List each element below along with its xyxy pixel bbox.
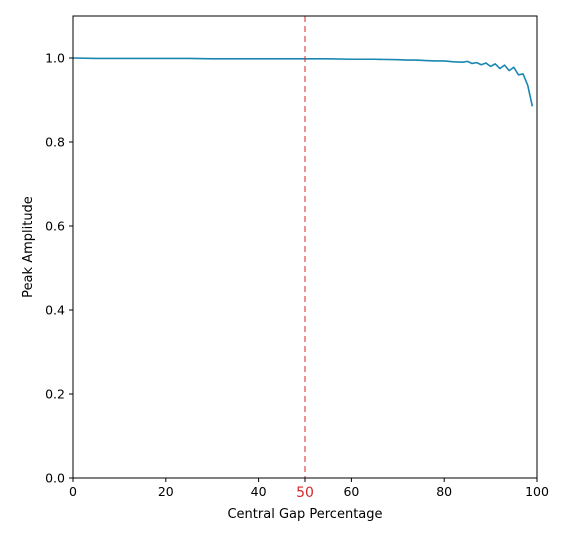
x-tick-label: 100 xyxy=(525,484,549,499)
y-tick-label: 0.8 xyxy=(45,135,65,150)
x-tick-label: 20 xyxy=(158,484,174,499)
y-tick-label: 0.6 xyxy=(45,219,65,234)
x-tick-label: 40 xyxy=(251,484,267,499)
axes-layer: 0 20 40 60 80 100 0.0 0.2 0.4 0.6 0.8 1.0 50 xyxy=(45,51,549,502)
y-tick-label: 0.2 xyxy=(45,387,65,402)
x-tick-label: 80 xyxy=(436,484,452,499)
x-axis-label: Central Gap Percentage xyxy=(227,507,382,522)
y-tick-label: 0.0 xyxy=(45,471,65,486)
x-tick-label: 60 xyxy=(343,484,359,499)
x-tick-label: 0 xyxy=(69,484,77,499)
y-axis-label: Peak Amplitude xyxy=(21,196,36,298)
y-tick-label: 1.0 xyxy=(45,51,65,66)
marks-layer xyxy=(72,16,534,478)
series-line-0 xyxy=(72,57,534,107)
vline-tick-label: 50 xyxy=(296,485,314,501)
y-tick-label: 0.4 xyxy=(45,303,65,318)
